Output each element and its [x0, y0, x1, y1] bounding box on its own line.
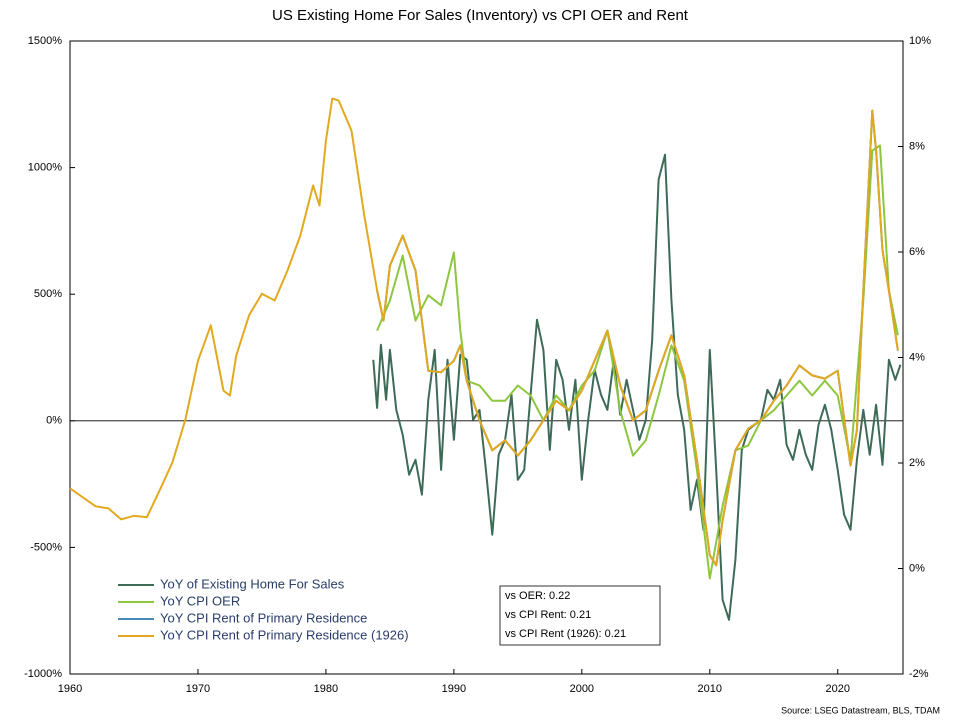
annotation: vs OER: 0.22	[505, 590, 570, 602]
y2-tick-label: 4%	[909, 351, 925, 363]
y-tick-label: 1500%	[28, 35, 62, 47]
series-line	[376, 144, 899, 580]
legend-label: YoY CPI Rent of Primary Residence	[160, 610, 367, 625]
x-tick-label: 2000	[570, 683, 594, 695]
annotation: vs CPI Rent: 0.21	[505, 609, 591, 621]
legend-label: YoY CPI Rent of Primary Residence (1926)	[160, 627, 409, 642]
x-tick-label: 2010	[698, 683, 722, 695]
y2-tick-label: 8%	[909, 140, 925, 152]
y-tick-label: 1000%	[28, 162, 62, 174]
y2-tick-label: 0%	[909, 562, 925, 574]
series-line	[372, 153, 902, 621]
legend-label: YoY CPI OER	[160, 593, 240, 608]
y2-tick-label: 6%	[909, 246, 925, 258]
y2-tick-label: -2%	[909, 668, 929, 680]
annotation: vs CPI Rent (1926): 0.21	[505, 628, 626, 640]
y-tick-label: -500%	[30, 541, 62, 553]
y-tick-label: 500%	[34, 288, 62, 300]
legend-label: YoY of Existing Home For Sales	[160, 576, 345, 591]
chart-title: US Existing Home For Sales (Inventory) v…	[272, 7, 689, 24]
x-tick-label: 2020	[825, 683, 849, 695]
x-tick-label: 1980	[314, 683, 338, 695]
annotation-box	[499, 585, 661, 646]
y-tick-label: 0%	[46, 415, 62, 427]
source: Source: LSEG Datastream, BLS, TDAM	[781, 705, 940, 715]
series-line	[376, 109, 899, 567]
y2-tick-label: 10%	[909, 35, 931, 47]
legend: YoY of Existing Home For Sales YoY CPI OE…	[118, 576, 409, 642]
y-tick-label: -1000%	[24, 668, 62, 680]
series-line	[69, 97, 899, 567]
y2-tick-label: 2%	[909, 457, 925, 469]
x-tick-label: 1960	[58, 683, 82, 695]
x-tick-label: 1990	[442, 683, 466, 695]
x-tick-label: 1970	[186, 683, 210, 695]
